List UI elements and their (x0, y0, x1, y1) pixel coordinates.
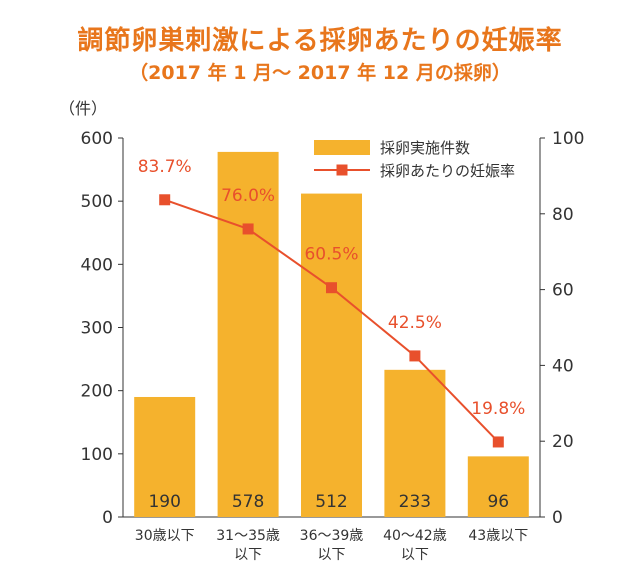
chart-subtitle: （2017 年 1 月～ 2017 年 12 月の採卵） (129, 62, 511, 84)
bar (467, 456, 529, 517)
chart-title: 調節卵巣刺激による採卵あたりの妊娠率 (77, 26, 563, 56)
rate-value-label: 83.7% (138, 157, 192, 177)
x-tick-label: 以下 (318, 547, 346, 563)
left-axis-unit: （件） (59, 99, 107, 118)
x-tick-label: 以下 (401, 547, 429, 563)
legend-line-marker (336, 164, 348, 176)
rate-value-label: 42.5% (388, 313, 442, 333)
right-axis-tick-label: 100 (552, 129, 584, 149)
x-tick-label: 40～42歳 (383, 528, 447, 544)
left-axis-tick-label: 0 (102, 508, 113, 528)
rate-point (242, 223, 254, 235)
bar-value-label: 578 (232, 492, 264, 512)
left-axis-tick-label: 100 (81, 445, 113, 465)
x-tick-label: 以下 (234, 547, 262, 563)
left-axis-tick-label: 400 (81, 255, 113, 275)
x-tick-label: 36～39歳 (300, 528, 364, 544)
rate-value-label: 60.5% (304, 245, 358, 265)
legend-bar-label: 採卵実施件数 (380, 139, 470, 157)
bar (301, 193, 362, 517)
rate-point (326, 282, 337, 294)
legend-line-label: 採卵あたりの妊娠率 (380, 162, 515, 180)
bar-value-label: 233 (399, 492, 431, 512)
right-axis-tick-label: 20 (552, 432, 574, 452)
bar-value-label: 190 (148, 492, 180, 512)
bar (217, 151, 279, 517)
right-axis-tick-label: 60 (552, 281, 574, 301)
rate-point (409, 350, 421, 362)
bar-value-label: 512 (315, 492, 347, 512)
right-axis-tick-label: 80 (552, 205, 574, 225)
bar (134, 396, 196, 517)
legend-bar-swatch (314, 140, 370, 155)
x-tick-label: 31～35歳 (216, 528, 280, 544)
rate-point (492, 436, 504, 448)
left-axis-tick-label: 600 (81, 129, 113, 149)
bar (384, 369, 446, 517)
rate-value-label: 76.0% (221, 186, 275, 206)
rate-value-label: 19.8% (471, 399, 525, 419)
rate-point (159, 194, 171, 206)
x-tick-label: 43歳以下 (468, 528, 528, 544)
left-axis-tick-label: 300 (81, 319, 113, 339)
right-axis-tick-label: 40 (552, 356, 574, 376)
x-tick-label: 30歳以下 (135, 528, 195, 544)
left-axis-tick-label: 500 (81, 192, 113, 212)
bar-value-label: 96 (487, 492, 509, 512)
right-axis-tick-label: 0 (552, 508, 563, 528)
left-axis-tick-label: 200 (81, 382, 113, 402)
